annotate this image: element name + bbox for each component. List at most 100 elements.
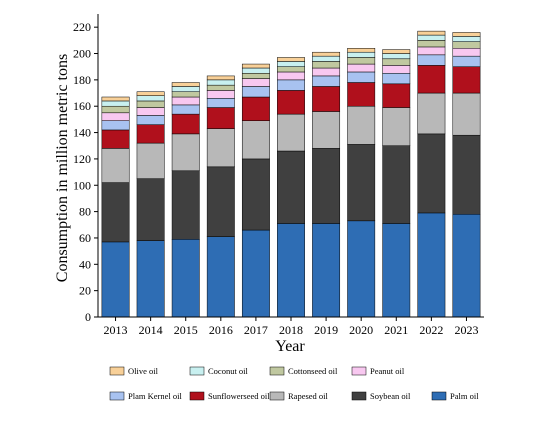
- bar-segment-3-2020: [347, 82, 376, 107]
- bar-segment-4-2023: [452, 55, 481, 67]
- legend-swatch-soybean-oil: [351, 391, 367, 401]
- bar-segment-7-2017: [241, 67, 270, 74]
- bar-segment-7-2023: [452, 36, 481, 42]
- bar-segment-2-2014: [136, 142, 165, 179]
- bar-segment-4-2020: [347, 71, 376, 83]
- bar-segment-7-2021: [382, 53, 411, 60]
- bar-segment-6-2019: [312, 61, 341, 69]
- bar-segment-0-2021: [382, 223, 411, 318]
- legend-swatch-rapesed-oil: [269, 391, 285, 401]
- bar-segment-0-2020: [347, 220, 376, 318]
- bar-segment-1-2013: [101, 182, 130, 243]
- bar-segment-3-2018: [277, 90, 305, 115]
- x-tick-label-2015: 2015: [174, 323, 198, 337]
- bars-group: [101, 30, 481, 318]
- bar-segment-3-2015: [171, 113, 200, 135]
- x-tick-label-2019: 2019: [314, 323, 338, 337]
- bar-segment-1-2022: [417, 133, 446, 214]
- bar-segment-2-2018: [277, 113, 305, 152]
- bar-segment-8-2014: [136, 91, 165, 96]
- y-tick-label-160: 160: [73, 99, 91, 113]
- legend-label-soybean-oil: Soybean oil: [370, 391, 411, 401]
- bar-segment-1-2015: [171, 170, 200, 240]
- y-tick-label-220: 220: [73, 20, 91, 34]
- bar-segment-6-2013: [101, 105, 130, 114]
- bar-segment-5-2022: [417, 46, 446, 56]
- bar-segment-8-2022: [417, 30, 446, 36]
- bar-segment-0-2017: [241, 229, 270, 318]
- bar-segment-7-2018: [277, 61, 305, 67]
- bar-segment-3-2017: [241, 96, 270, 121]
- bar-segment-6-2022: [417, 40, 446, 48]
- bar-segment-7-2014: [136, 95, 165, 102]
- bar-segment-5-2015: [171, 96, 200, 106]
- bar-segment-0-2023: [452, 213, 481, 318]
- bar-segment-2-2023: [452, 92, 481, 136]
- y-tick-label-120: 120: [73, 152, 91, 166]
- x-tick-label-2014: 2014: [139, 323, 163, 337]
- bar-segment-2-2019: [312, 111, 341, 149]
- bar-segment-0-2016: [206, 236, 235, 318]
- bar-segment-1-2017: [241, 158, 270, 231]
- legend-label-cottonseed-oil: Cottonseed oil: [288, 366, 338, 376]
- bar-segment-2-2016: [206, 128, 235, 168]
- legend-swatch-cottonseed-oil: [269, 366, 285, 376]
- bar-segment-6-2023: [452, 41, 481, 49]
- legend-swatch-olive-oil: [109, 366, 125, 376]
- bar-segment-1-2018: [277, 150, 305, 224]
- legend-label-coconut-oil: Coconut oil: [208, 366, 249, 376]
- x-tick-label-2023: 2023: [454, 323, 478, 337]
- bar-segment-3-2013: [101, 129, 130, 149]
- y-tick-label-0: 0: [85, 310, 91, 324]
- x-tick-label-2020: 2020: [349, 323, 373, 337]
- legend-label-olive-oil: Olive oil: [128, 366, 159, 376]
- bar-segment-6-2020: [347, 57, 376, 65]
- y-tick-label-180: 180: [73, 73, 91, 87]
- bar-segment-4-2016: [206, 98, 235, 108]
- y-tick-label-140: 140: [73, 126, 91, 140]
- bar-segment-7-2013: [101, 100, 130, 107]
- legend-swatch-coconut-oil: [189, 366, 205, 376]
- bar-segment-5-2018: [277, 71, 305, 81]
- bar-segment-5-2016: [206, 90, 235, 99]
- bar-segment-3-2023: [452, 66, 481, 94]
- bar-segment-8-2013: [101, 96, 130, 102]
- bar-segment-2-2021: [382, 107, 411, 146]
- bar-segment-6-2021: [382, 58, 411, 66]
- bar-segment-3-2021: [382, 83, 411, 108]
- x-tick-label-2018: 2018: [279, 323, 303, 337]
- bar-segment-6-2016: [206, 84, 235, 91]
- bar-segment-2-2017: [241, 120, 270, 160]
- legend-label-palm-oil: Palm oil: [450, 391, 479, 401]
- y-tick-label-40: 40: [79, 257, 91, 271]
- bar-segment-3-2019: [312, 86, 341, 112]
- y-tick-label-80: 80: [79, 205, 91, 219]
- bar-segment-6-2017: [241, 73, 270, 79]
- bar-segment-8-2020: [347, 48, 376, 53]
- bar-segment-0-2018: [277, 223, 305, 318]
- bar-segment-1-2014: [136, 178, 165, 241]
- bar-segment-1-2021: [382, 145, 411, 224]
- bar-segment-2-2013: [101, 148, 130, 183]
- bar-segment-8-2019: [312, 51, 341, 57]
- bar-segment-8-2015: [171, 82, 200, 87]
- y-tick-label-100: 100: [73, 178, 91, 192]
- bar-segment-7-2019: [312, 55, 341, 62]
- legend-swatch-plam-kernel-oil: [109, 391, 125, 401]
- legend-label-peanut-oil: Peanut oil: [370, 366, 405, 376]
- y-tick-label-200: 200: [73, 47, 91, 61]
- bar-segment-0-2013: [101, 241, 130, 318]
- bar-segment-5-2023: [452, 48, 481, 57]
- legend-label-rapesed-oil: Rapesed oil: [288, 391, 329, 401]
- bar-segment-0-2015: [171, 239, 200, 318]
- bar-segment-2-2015: [171, 133, 200, 172]
- legend-label-sunflowerseed-oil: Sunflowerseed oil: [208, 391, 270, 401]
- y-tick-label-60: 60: [79, 231, 91, 245]
- bar-segment-2-2020: [347, 105, 376, 145]
- y-axis-title: Consumption in million metric tons: [54, 54, 71, 282]
- bar-segment-5-2013: [101, 112, 130, 121]
- x-tick-label-2021: 2021: [384, 323, 408, 337]
- bar-segment-4-2022: [417, 54, 446, 66]
- bar-segment-1-2020: [347, 144, 376, 222]
